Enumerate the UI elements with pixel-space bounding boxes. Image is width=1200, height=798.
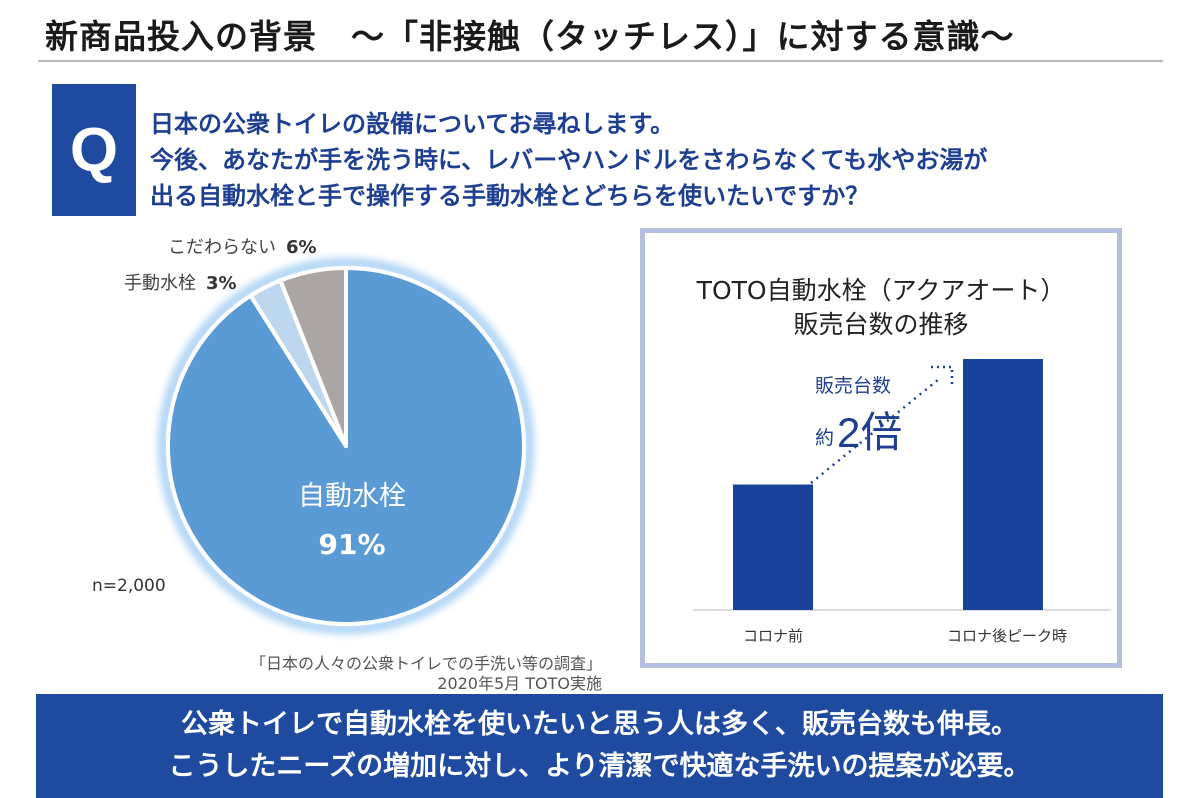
sales-trend-panel: TOTO自動水栓（アクアオート） 販売台数の推移 販売台数 約 2倍 コロナ前 … [640, 228, 1122, 668]
survey-source-date: 2020年5月 TOTO実施 [437, 674, 602, 693]
sample-size: n=2,000 [92, 576, 166, 596]
bar-chart [693, 359, 1111, 611]
question-line-3: 出る自動水栓と手で操作する手動水栓とどちらを使いたいですか？ [150, 182, 870, 210]
bar-peak [963, 359, 1043, 610]
page-title: 新商品投入の背景 ～「非接触（タッチレス）」に対する意識～ [45, 17, 1015, 56]
pie-value-auto: 91% [318, 528, 386, 561]
trend-arrow-head [931, 365, 954, 388]
survey-source-title: 「日本の人々の公衆トイレでの手洗い等の調査」 [249, 654, 602, 673]
title-divider [38, 60, 1163, 62]
growth-annotation-value: 2倍 [837, 409, 903, 456]
conclusion-line-2: こうしたニーズの増加に対し、より清潔で快適な手洗いの提案が必要。 [168, 751, 1031, 782]
pie-value-other: 6% [286, 237, 317, 258]
pie-label-other: こだわらない 6% [168, 233, 317, 259]
pie-slice-auto [166, 266, 526, 626]
growth-annotation-prefix: 約 [815, 427, 835, 449]
conclusion-banner: 公衆トイレで自動水栓を使いたいと思う人は多く、販売台数も伸長。 こうしたニーズの… [36, 694, 1163, 798]
bar-chart-title-line-1: TOTO自動水栓（アクアオート） [696, 276, 1066, 305]
question-line-1: 日本の公衆トイレの設備についてお尋ねします。 [150, 110, 675, 138]
bar-chart-title-line-2: 販売台数の推移 [793, 310, 969, 339]
conclusion-line-1: 公衆トイレで自動水栓を使いたいと思う人は多く、販売台数も伸長。 [181, 709, 1018, 740]
pie-category-manual: 手動水栓 [124, 273, 196, 294]
bar-before [733, 484, 813, 610]
bar-category-peak: コロナ後ピーク時 [946, 627, 1067, 645]
pie-category-other: こだわらない [168, 237, 276, 258]
pie-category-auto: 自動水栓 [298, 481, 406, 512]
question-badge: Q [52, 84, 136, 216]
pie-glow [158, 258, 534, 634]
pie-slice-other [278, 266, 348, 448]
pie-label-manual: 手動水栓 3% [124, 269, 237, 295]
question-line-2: 今後、あなたが手を洗う時に、レバーやハンドルをさわらなくても水やお湯が [150, 146, 988, 174]
pie-value-manual: 3% [206, 273, 237, 294]
bar-category-before: コロナ前 [742, 627, 803, 645]
pie-chart [158, 258, 534, 634]
growth-annotation-label: 販売台数 [815, 375, 892, 397]
